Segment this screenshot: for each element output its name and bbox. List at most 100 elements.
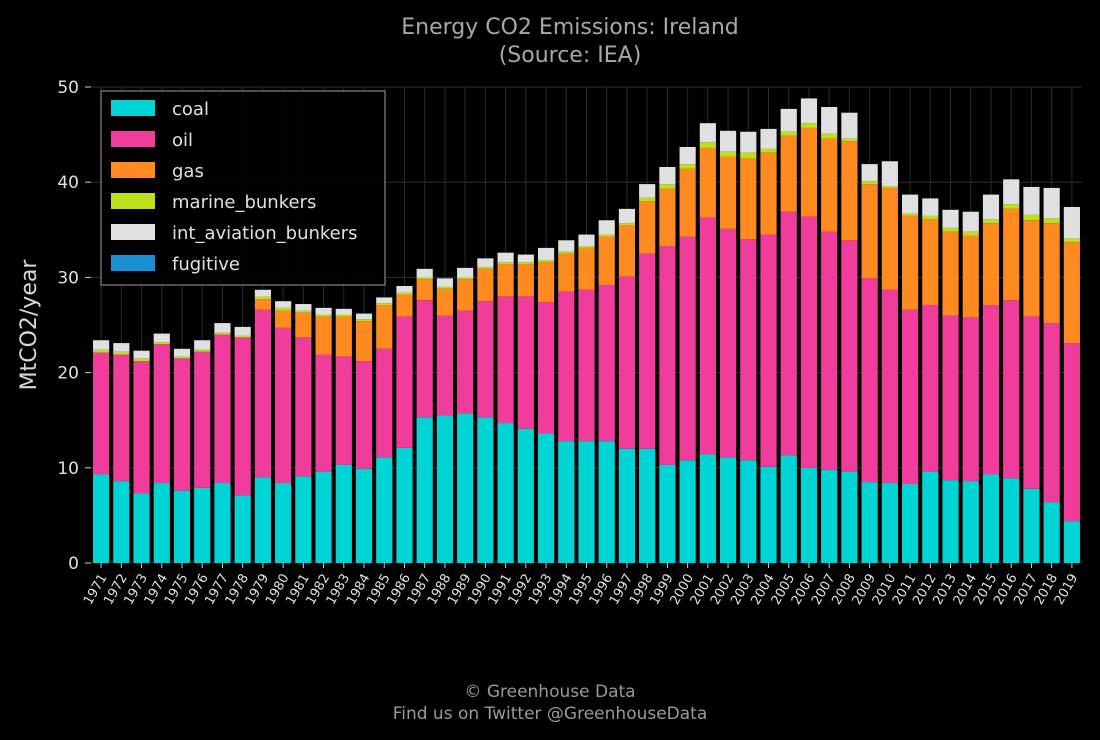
bar-segment-marine_bunkers-1978 [234,335,251,338]
bar-segment-int_aviation_bunkers-1981 [295,304,312,311]
bar-segment-int_aviation_bunkers-2013 [942,209,959,228]
bar-segment-gas-2016 [1003,208,1020,301]
bar-segment-marine_bunkers-2016 [1003,204,1020,209]
bar-segment-oil-2009 [861,278,878,483]
bar-segment-int_aviation_bunkers-1980 [275,301,292,308]
bar-segment-coal-2010 [881,483,898,563]
bar-segment-marine_bunkers-2000 [679,164,696,169]
bar-segment-int_aviation_bunkers-2000 [679,146,696,165]
legend-box [100,90,386,286]
bar-segment-coal-1971 [93,474,110,563]
bar-segment-oil-1982 [315,354,332,472]
bar-segment-marine_bunkers-2005 [780,131,797,136]
bar-segment-marine_bunkers-2010 [881,186,898,188]
y-tick-label: 20 [57,364,79,384]
bar-segment-int_aviation_bunkers-1999 [659,166,676,185]
bar-segment-coal-1982 [315,471,332,563]
bar-segment-marine_bunkers-1974 [153,342,170,345]
bar-segment-marine_bunkers-2008 [841,138,858,142]
bar-segment-int_aviation_bunkers-1975 [173,348,191,357]
bar-segment-oil-1979 [254,309,271,478]
bar-segment-coal-1984 [355,468,373,563]
bar-segment-marine_bunkers-1995 [578,245,595,248]
bar-segment-int_aviation_bunkers-1994 [558,240,575,252]
bar-segment-gas-2008 [841,141,858,241]
bar-segment-marine_bunkers-1989 [457,277,474,280]
bar-segment-marine_bunkers-1976 [194,349,211,352]
bar-segment-marine_bunkers-1975 [173,356,191,359]
bar-segment-int_aviation_bunkers-2005 [780,108,797,132]
bar-segment-coal-2009 [861,482,878,563]
bar-segment-gas-1997 [618,225,636,277]
bar-segment-marine_bunkers-1999 [659,184,676,189]
bar-segment-oil-2019 [1063,343,1080,522]
bar-segment-oil-1992 [517,296,534,429]
bar-segment-oil-1984 [355,361,373,469]
bar-segment-int_aviation_bunkers-1978 [234,326,251,336]
bar-segment-coal-2015 [982,474,1000,563]
bar-segment-oil-1986 [396,316,413,448]
bar-segment-gas-1991 [497,264,514,297]
bar-segment-gas-2001 [699,147,716,218]
bar-segment-oil-1971 [93,352,110,475]
bar-segment-marine_bunkers-2012 [922,215,939,220]
bar-segment-oil-2005 [780,211,797,456]
bar-segment-marine_bunkers-2019 [1063,238,1080,243]
bar-segment-coal-1999 [659,464,676,563]
bar-segment-marine_bunkers-1977 [214,332,231,335]
bar-segment-marine_bunkers-1992 [517,262,534,265]
bar-segment-oil-2014 [962,317,979,482]
credit-twitter: Find us on Twitter @GreenhouseData [392,704,708,724]
legend: coal oil gas marine_bunkers int_aviation_bun… [100,90,386,286]
bars-layer [93,98,1080,563]
bar-segment-int_aviation_bunkers-2003 [740,131,757,153]
bar-segment-marine_bunkers-1988 [436,286,454,289]
bar-segment-coal-2003 [740,460,757,563]
bar-segment-coal-1985 [376,457,393,563]
bar-segment-coal-2002 [719,457,737,563]
bar-segment-oil-2017 [1023,316,1040,489]
bar-segment-int_aviation_bunkers-1972 [113,343,130,352]
bar-segment-coal-2000 [679,460,696,563]
bar-segment-int_aviation_bunkers-2006 [800,98,818,124]
bar-segment-oil-2011 [902,309,919,484]
bar-segment-coal-1972 [113,481,130,563]
bar-segment-int_aviation_bunkers-1974 [153,333,170,343]
bar-segment-int_aviation_bunkers-1989 [457,267,474,278]
bar-segment-int_aviation_bunkers-1991 [497,252,514,263]
bar-segment-marine_bunkers-1982 [315,314,332,317]
bar-segment-coal-2004 [760,466,777,563]
bar-segment-coal-2012 [922,471,939,563]
bar-segment-marine_bunkers-1973 [133,358,150,362]
bar-segment-marine_bunkers-1991 [497,262,514,265]
bar-segment-gas-2000 [679,168,696,237]
y-axis-ticks: 0 10 20 30 40 50 [57,78,91,574]
legend-label-int_aviation_bunkers: int_aviation_bunkers [172,223,358,244]
legend-label-coal: coal [172,99,209,120]
bar-segment-marine_bunkers-1996 [598,234,615,237]
bar-segment-oil-2010 [881,289,898,484]
bar-segment-int_aviation_bunkers-2008 [841,112,858,139]
bar-segment-coal-1990 [477,417,494,563]
bar-segment-int_aviation_bunkers-1993 [537,247,555,261]
bar-segment-int_aviation_bunkers-2002 [719,130,737,152]
bar-segment-int_aviation_bunkers-1997 [618,208,636,224]
bar-segment-marine_bunkers-2001 [699,142,716,148]
chart-title: Energy CO2 Emissions: Ireland [401,15,739,40]
bar-segment-oil-1973 [133,361,150,494]
y-tick-label: 50 [57,78,79,98]
y-tick-label: 0 [68,554,79,574]
bar-segment-oil-2015 [982,305,1000,475]
bar-segment-marine_bunkers-1993 [537,260,555,263]
bar-segment-oil-1980 [275,327,292,484]
bar-segment-gas-1992 [517,264,534,297]
legend-label-gas: gas [172,161,204,182]
bar-segment-oil-1988 [436,315,454,416]
bar-segment-oil-1999 [659,245,676,465]
bar-segment-gas-2010 [881,187,898,290]
bar-segment-oil-1998 [639,253,656,449]
bar-segment-marine_bunkers-2009 [861,181,878,185]
bar-segment-gas-1993 [537,262,555,303]
bar-segment-int_aviation_bunkers-2019 [1063,206,1080,239]
bar-segment-gas-1994 [558,253,575,292]
